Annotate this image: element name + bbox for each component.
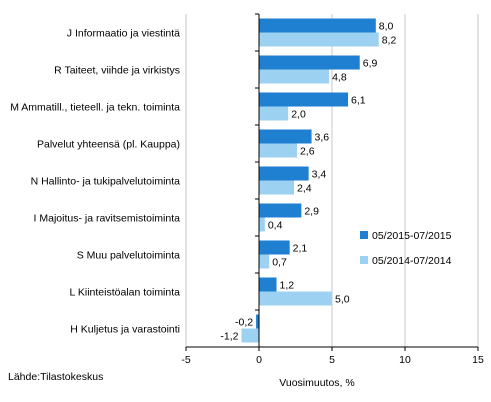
bar-current xyxy=(259,203,302,218)
category-label: S Muu palvelutoiminta xyxy=(77,250,180,262)
source-note: Lähde:Tilastokeskus xyxy=(8,371,103,383)
value-label: 6,1 xyxy=(351,95,366,107)
value-label: -1,2 xyxy=(220,331,238,343)
bar-current xyxy=(259,129,312,144)
bar-current xyxy=(259,240,290,255)
bar-previous xyxy=(259,217,265,232)
bar-previous xyxy=(259,32,379,47)
bar-previous xyxy=(241,328,259,343)
x-tick-label: 0 xyxy=(256,354,262,366)
x-tick-label: 15 xyxy=(472,354,484,366)
value-label: 2,9 xyxy=(304,206,319,218)
x-tick-label: 5 xyxy=(329,354,335,366)
x-tick-label: -5 xyxy=(181,354,190,366)
value-label: 2,0 xyxy=(291,109,306,121)
category-labels: J Informaatio ja viestintä R Taiteet, vii… xyxy=(10,28,180,336)
bar-current xyxy=(259,55,360,70)
value-label: 5,0 xyxy=(335,294,350,306)
value-label: 0,7 xyxy=(272,257,287,269)
axes xyxy=(185,13,479,351)
x-tick-label: 10 xyxy=(399,354,411,366)
bar-current xyxy=(256,314,259,329)
bar-previous xyxy=(259,291,332,306)
value-label: 3,6 xyxy=(315,132,330,144)
bar-current xyxy=(259,277,277,292)
legend-swatch xyxy=(360,256,368,264)
bar-previous xyxy=(259,254,270,269)
x-axis-label: Vuosimuutos, % xyxy=(279,377,354,389)
value-label: 1,2 xyxy=(280,280,295,292)
bars xyxy=(241,18,379,343)
value-label: 4,8 xyxy=(332,72,347,84)
bar-previous xyxy=(259,106,289,121)
bar-previous xyxy=(259,180,295,195)
category-label: Palvelut yhteensä (pl. Kauppa) xyxy=(37,139,180,151)
value-label: -0,2 xyxy=(235,317,253,329)
category-label: M Ammatill., tieteell. ja tekn. toiminta xyxy=(10,102,180,114)
bar-current xyxy=(259,18,376,33)
value-label: 8,2 xyxy=(382,35,397,47)
bar-previous xyxy=(259,69,330,84)
value-label: 2,4 xyxy=(297,183,312,195)
x-tick-labels: -5 0 5 10 15 xyxy=(181,354,484,366)
value-label: 2,1 xyxy=(293,243,308,255)
value-labels: 8,0 8,2 6,9 4,8 6,1 2,0 3,62,6 3,42,4 2,9 0,4 2,1 0… xyxy=(220,21,396,343)
bar-current xyxy=(259,92,349,107)
value-label: 3,4 xyxy=(312,169,327,181)
category-label: H Kuljetus ja varastointi xyxy=(70,324,180,336)
legend-swatch xyxy=(360,231,368,239)
value-label: 6,9 xyxy=(363,58,378,70)
category-label: R Taiteet, viihde ja virkistys xyxy=(54,65,180,77)
bar-current xyxy=(259,166,309,181)
value-label: 0,4 xyxy=(268,220,283,232)
category-label: I Majoitus- ja ravitsemistoiminta xyxy=(34,213,181,225)
category-label: N Hallinto- ja tukipalvelutoiminta xyxy=(31,176,181,188)
category-label: J Informaatio ja viestintä xyxy=(67,28,180,40)
value-label: 8,0 xyxy=(379,21,394,33)
legend-label: 05/2014-07/2014 xyxy=(372,255,452,267)
bar-previous xyxy=(259,143,297,158)
legend-label: 05/2015-07/2015 xyxy=(372,230,452,242)
value-label: 2,6 xyxy=(300,146,315,158)
legend: 05/2015-07/2015 05/2014-07/2014 xyxy=(360,230,452,267)
category-label: L Kiinteistöalan toiminta xyxy=(69,287,180,299)
